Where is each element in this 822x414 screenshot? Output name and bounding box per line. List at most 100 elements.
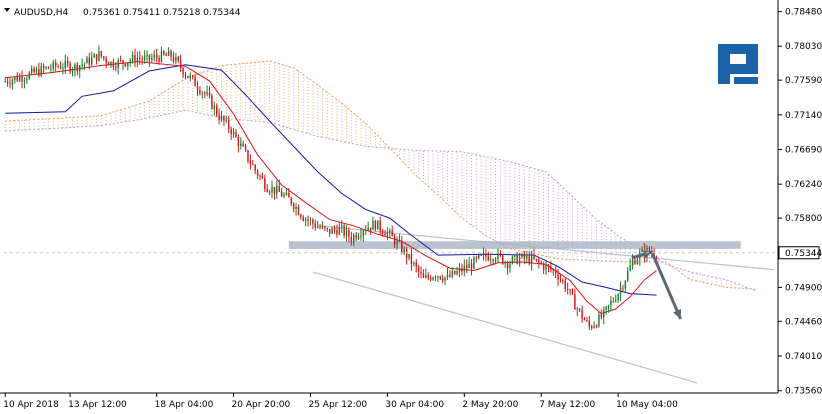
candle-body: [422, 273, 425, 278]
candle-body: [62, 68, 64, 70]
candle-body: [259, 175, 261, 177]
candle-body: [203, 92, 206, 94]
candle-body: [444, 277, 446, 281]
candle-body: [619, 287, 622, 295]
candle-body: [196, 86, 199, 90]
candle-body: [321, 226, 324, 228]
symbol-dropdown-icon[interactable]: [4, 8, 10, 12]
candle-body: [184, 74, 187, 76]
candle-body: [309, 219, 312, 221]
candle-body: [261, 176, 264, 179]
candle-body: [83, 63, 86, 65]
candle-body: [115, 67, 117, 69]
candle-body: [470, 263, 473, 269]
candle-body: [146, 54, 148, 57]
candle-body: [131, 54, 134, 61]
candle-body: [586, 320, 588, 322]
candle-body: [136, 57, 139, 63]
candle-body: [600, 314, 603, 318]
candle-body: [566, 289, 569, 291]
candle-body: [605, 306, 607, 310]
symbol-label: AUDUSD,H4: [14, 8, 69, 18]
candle-body: [264, 178, 266, 189]
candle-body: [610, 300, 612, 306]
candle-body: [235, 131, 237, 138]
candle-body: [607, 305, 610, 307]
candle-body: [288, 192, 290, 198]
candle-body: [304, 219, 307, 221]
candle-body: [316, 226, 319, 228]
senkou-span-b: [5, 109, 756, 291]
candle-body: [206, 92, 208, 94]
candle-body: [398, 240, 401, 242]
candle-body: [564, 280, 566, 290]
candle-body: [437, 276, 439, 278]
candle-body: [427, 275, 429, 278]
candle-body: [473, 257, 475, 269]
candle-body: [603, 309, 605, 318]
resistance-zone: [288, 241, 741, 249]
x-tick-label: 18 Apr 04:00: [155, 400, 214, 410]
candle-body: [562, 279, 564, 281]
quote-values: 0.75361 0.75411 0.75218 0.75344: [83, 8, 241, 18]
candle-body: [57, 66, 59, 68]
candle-body: [95, 54, 98, 61]
candle-body: [461, 268, 463, 272]
candle-body: [453, 270, 456, 275]
candle-body: [42, 66, 45, 69]
candle-body: [627, 270, 629, 281]
candle-body: [300, 214, 302, 218]
candle-body: [326, 228, 329, 230]
candle-body: [64, 60, 67, 69]
x-tick-label: 25 Apr 12:00: [308, 400, 367, 410]
logo-bar: [734, 77, 758, 84]
candle-body: [655, 257, 658, 259]
y-tick-label: 0.76690: [785, 145, 822, 155]
candle-body: [88, 57, 91, 65]
x-tick-label: 13 Apr 12:00: [68, 400, 127, 410]
y-tick-label: 0.78030: [785, 42, 822, 52]
x-tick-label: 10 May 04:00: [616, 400, 678, 410]
candle-body: [247, 150, 249, 162]
candle-body: [155, 55, 158, 58]
candle-body: [201, 92, 204, 94]
candle-body: [528, 256, 530, 264]
candle-body: [458, 268, 461, 272]
candle-body: [598, 314, 600, 327]
candle-body: [636, 259, 639, 265]
candle-body: [559, 279, 562, 281]
candle-body: [449, 274, 451, 277]
candle-body: [353, 235, 355, 242]
candle-body: [324, 226, 326, 229]
candle-body: [554, 270, 557, 275]
current-price-label: 0.75344: [785, 249, 822, 259]
candle-body: [518, 257, 521, 264]
candle-body: [134, 54, 136, 63]
candle-body: [622, 287, 624, 289]
candle-body: [494, 259, 497, 261]
candle-body: [588, 320, 591, 327]
candle-body: [266, 188, 268, 192]
forecast-arrow: [631, 250, 683, 320]
candle-body: [141, 58, 143, 60]
candle-body: [341, 225, 343, 227]
candle-body: [230, 129, 232, 135]
candle-body: [357, 236, 360, 239]
candle-body: [379, 220, 381, 231]
candle-body: [350, 237, 353, 242]
candle-body: [71, 69, 74, 72]
candle-body: [81, 64, 83, 66]
x-tick-label: 7 May 12:00: [539, 400, 595, 410]
candle-body: [143, 56, 146, 60]
candle-body: [252, 163, 254, 166]
candle-body: [331, 228, 333, 234]
candle-body: [117, 60, 119, 69]
candle-body: [228, 119, 230, 130]
candle-body: [485, 252, 487, 257]
candle-body: [574, 294, 576, 310]
candle-body: [232, 131, 235, 135]
broker-logo: R: [718, 44, 758, 84]
candle-body: [189, 75, 192, 78]
candle-body: [285, 192, 288, 195]
